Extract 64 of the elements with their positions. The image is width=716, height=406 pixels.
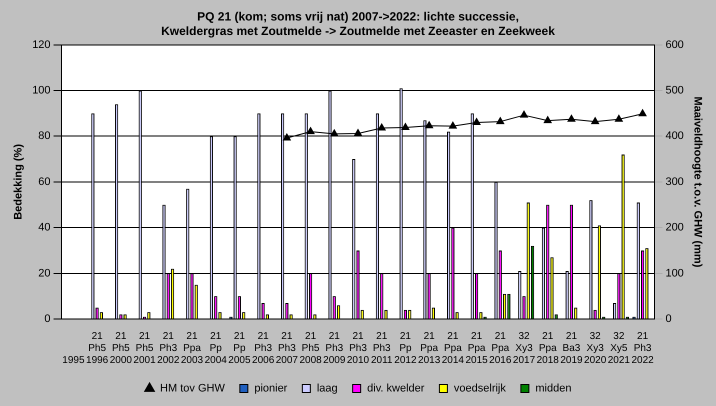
- x-tick-label: 21 Ppa 2013: [418, 330, 441, 366]
- x-tick-label: 21 Ph5 2000: [110, 330, 132, 366]
- x-tick-label: 21 Ph3 2022: [631, 330, 654, 366]
- x-tick-label: 21 Ph5 2001: [133, 330, 156, 366]
- point: [496, 117, 504, 124]
- chart-title: PQ 21 (kom; soms vrij nat) 2007->2022: lichte successie, Kweldergras met Zoutmelde -> Zoutmelde met Zeeaster en Zeekweek: [161, 10, 556, 38]
- x-tick-label: 21 Ph3 2006: [252, 330, 275, 366]
- legend-label: HM tov GHW: [160, 382, 226, 395]
- x-tick-label: 21 Pp 2012: [394, 330, 417, 366]
- legend-label: div. kwelder: [367, 382, 425, 395]
- x-tick-label: 21 Ppa 2014: [442, 330, 464, 366]
- y2-tick-label: 100: [665, 267, 684, 280]
- x-tick-label: 21 Ph3 2010: [346, 330, 370, 366]
- y-axis-title: Bedekking (%): [12, 144, 25, 220]
- legend-label: voedselrijk: [454, 382, 506, 395]
- y-tick-label: 20: [38, 267, 51, 280]
- legend-label: pionier: [254, 382, 288, 395]
- x-tick-label: 21 Ph3 2009: [323, 330, 346, 366]
- x-tick-label: 21 Ph3 2007: [276, 330, 298, 366]
- x-tick-label: 21 Ppa 2003: [180, 330, 204, 366]
- point: [425, 121, 434, 128]
- x-tick-label: 21 Ph5 2008: [299, 330, 322, 366]
- point: [638, 109, 647, 116]
- x-tick-label: 21 Ba3 2019: [560, 330, 583, 366]
- y2-axis-title: Maaiveldhoogte t.o.v. GHW (mm): [691, 96, 704, 268]
- point: [614, 114, 623, 122]
- x-tick-label: 21 Ppa 2016: [489, 330, 512, 366]
- x-tick-label: 21 Ppa 2018: [536, 330, 560, 366]
- y2-tick-label: 400: [665, 130, 684, 142]
- point: [567, 114, 576, 122]
- x-tick-label: 32 Xy5 2021: [608, 330, 630, 366]
- y2-tick-label: 600: [665, 38, 684, 51]
- legend-label: midden: [535, 382, 572, 395]
- point: [378, 123, 386, 130]
- x-tick-label: 32 Xy3 2020: [584, 330, 607, 366]
- point: [448, 122, 457, 129]
- x-tick-label: 21 Ph5 1996: [86, 330, 109, 366]
- y-tick-label: 40: [38, 222, 51, 234]
- point: [401, 123, 410, 130]
- point: [330, 129, 338, 136]
- y-tick-label: 120: [32, 38, 51, 51]
- point: [354, 128, 362, 136]
- y-tick-label: 0: [44, 313, 51, 326]
- x-tick-label: 21 Ph3 2011: [370, 330, 393, 366]
- point: [591, 117, 600, 124]
- point: [282, 134, 291, 141]
- y2-tick-label: 500: [665, 84, 684, 97]
- y2-tick-label: 200: [665, 222, 684, 234]
- point: [472, 118, 481, 125]
- x-tick-label: 21 Ph3 2002: [157, 330, 180, 366]
- y-tick-label: 80: [38, 130, 51, 142]
- x-tick-label: 1995: [62, 354, 85, 366]
- point: [520, 110, 528, 118]
- point: [306, 127, 315, 134]
- x-tick-label: 21 Pp 2005: [228, 330, 251, 366]
- legend-label: laag: [316, 382, 338, 395]
- x-tick-label: 32 Xy3 2017: [512, 330, 536, 366]
- x-tick-label: 21 Pp 2004: [204, 330, 228, 366]
- point: [544, 116, 552, 124]
- y-tick-label: 100: [32, 84, 51, 97]
- y-tick-label: 60: [38, 176, 51, 188]
- x-tick-label: 21 Ppa 2015: [465, 330, 488, 366]
- y2-tick-label: 300: [665, 176, 684, 188]
- y2-tick-label: 0: [665, 313, 672, 326]
